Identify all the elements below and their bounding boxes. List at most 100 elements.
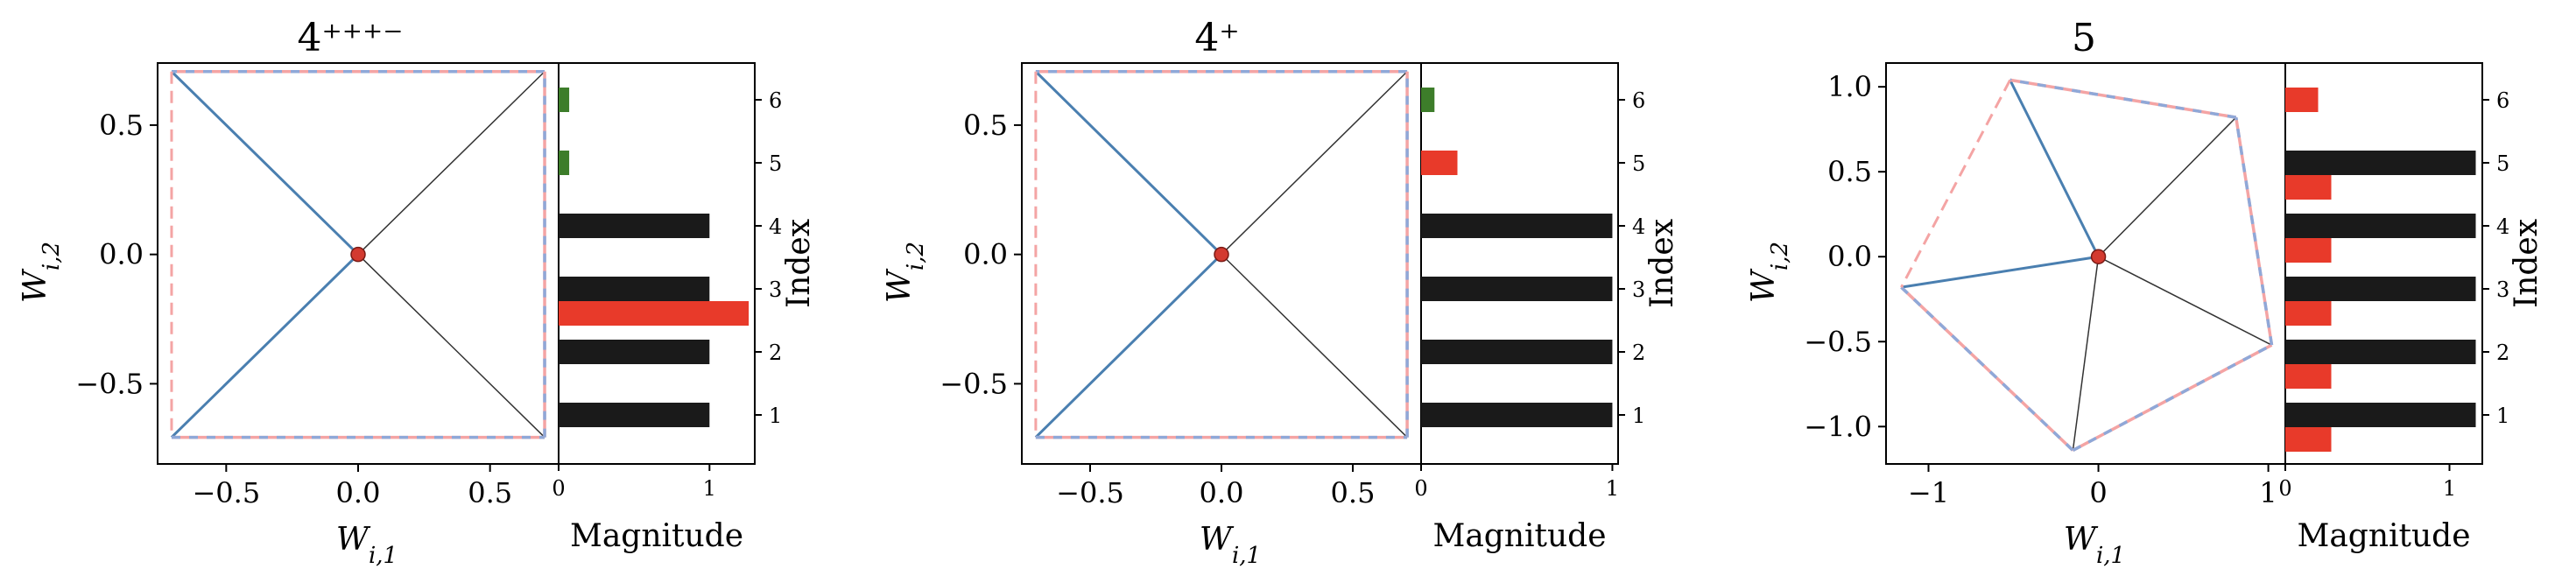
feature-vector bbox=[357, 254, 545, 439]
index-tick-label: 5 bbox=[1632, 151, 1645, 176]
norm-bar bbox=[559, 403, 710, 427]
x-tick-label: −0.5 bbox=[1056, 476, 1124, 509]
hull-edge-blue bbox=[2072, 343, 2273, 453]
feature-vector bbox=[1221, 71, 1408, 256]
feature-vector bbox=[357, 71, 545, 256]
origin-point bbox=[1214, 246, 1229, 263]
index-tick-label: 4 bbox=[2496, 214, 2509, 239]
y-tick-label: −0.5 bbox=[940, 367, 1008, 400]
index-tick-label: 3 bbox=[2496, 277, 2509, 302]
norm-bar bbox=[1421, 214, 1613, 238]
feature-vector bbox=[1221, 254, 1408, 439]
y-axis-label: Wi,2 bbox=[18, 242, 65, 303]
index-axis-label: Index bbox=[2509, 219, 2544, 308]
y-tick-label: 0.5 bbox=[99, 109, 144, 142]
interference-bar bbox=[2285, 175, 2332, 200]
x-tick-label: −0.5 bbox=[192, 476, 260, 509]
x-tick-label: 0.5 bbox=[468, 476, 512, 509]
norm-bar bbox=[2285, 340, 2476, 364]
polysemanticity-bar bbox=[559, 88, 570, 112]
polysemanticity-bar bbox=[559, 151, 570, 175]
index-tick-label: 2 bbox=[2496, 341, 2509, 365]
feature-vector bbox=[1034, 70, 1223, 256]
norm-bar bbox=[2285, 151, 2476, 175]
norm-bar bbox=[2285, 214, 2476, 238]
index-axis-label: Index bbox=[1644, 219, 1680, 308]
index-tick-label: 3 bbox=[1632, 277, 1645, 302]
magnitude-frame bbox=[2284, 62, 2483, 465]
magnitude-x-tick-label: 0 bbox=[1414, 476, 1427, 501]
feature-vector bbox=[2098, 116, 2237, 257]
norm-bar bbox=[1421, 340, 1613, 364]
index-tick-label: 2 bbox=[1632, 341, 1645, 365]
magnitude-axis-label: Magnitude bbox=[2297, 518, 2470, 554]
x-axis-label: Wi,1 bbox=[2064, 522, 2125, 569]
x-tick-label: 0.5 bbox=[1331, 476, 1376, 509]
index-tick-label: 6 bbox=[1632, 88, 1645, 113]
polysemanticity-bar bbox=[1421, 88, 1435, 112]
y-axis-label: Wi,2 bbox=[1746, 242, 1793, 303]
index-tick-label: 1 bbox=[769, 404, 782, 428]
feature-vector bbox=[170, 70, 360, 256]
index-tick-label: 2 bbox=[769, 341, 782, 365]
y-tick-label: 0.0 bbox=[99, 238, 144, 271]
interference-bar bbox=[2285, 301, 2332, 326]
interference-bar bbox=[2285, 427, 2332, 452]
panel-title: 4⁺⁺⁺⁻ bbox=[298, 16, 404, 60]
magnitude-x-tick-label: 0 bbox=[2278, 476, 2291, 501]
norm-bar bbox=[1421, 277, 1613, 301]
y-tick-label: 0.0 bbox=[963, 238, 1008, 271]
interference-bar bbox=[2285, 238, 2332, 263]
hull-edge-blue bbox=[1900, 285, 2074, 452]
hull-edge-blue bbox=[2009, 78, 2237, 119]
x-tick-label: 1 bbox=[2259, 476, 2277, 509]
norm-bar bbox=[2285, 403, 2476, 427]
norm-bar bbox=[559, 214, 710, 238]
feature-vector bbox=[2072, 256, 2100, 451]
feature-vector bbox=[1034, 253, 1223, 439]
y-tick-label: −0.5 bbox=[75, 367, 144, 400]
feature-vector bbox=[170, 253, 360, 439]
y-tick-label: −1.0 bbox=[1804, 410, 1872, 443]
index-tick-label: 5 bbox=[2496, 151, 2509, 176]
feature-vector bbox=[2098, 256, 2272, 346]
index-tick-label: 5 bbox=[769, 151, 782, 176]
interference-bar bbox=[1421, 151, 1458, 175]
x-tick-label: 0 bbox=[2089, 476, 2107, 509]
index-tick-label: 3 bbox=[769, 277, 782, 302]
x-axis-label: Wi,1 bbox=[336, 522, 398, 569]
magnitude-axis-label: Magnitude bbox=[570, 518, 743, 554]
y-tick-label: 0.5 bbox=[963, 109, 1008, 142]
origin-point bbox=[350, 246, 366, 263]
feature-vector bbox=[2009, 79, 2100, 257]
index-tick-label: 1 bbox=[1632, 404, 1645, 428]
origin-point bbox=[2090, 249, 2107, 264]
feature-vector bbox=[1901, 255, 2099, 289]
magnitude-frame bbox=[558, 62, 756, 465]
panel-title: 4⁺ bbox=[1194, 16, 1239, 60]
interference-bar bbox=[2285, 88, 2319, 112]
magnitude-axis-label: Magnitude bbox=[1432, 518, 1606, 554]
hull-edge-blue bbox=[2234, 116, 2274, 346]
index-tick-label: 6 bbox=[2496, 88, 2509, 113]
y-tick-label: 0.0 bbox=[1827, 240, 1872, 273]
index-tick-label: 4 bbox=[769, 214, 782, 239]
scatter-frame bbox=[1021, 62, 1422, 465]
x-tick-label: 0.0 bbox=[1200, 476, 1244, 509]
y-axis-label: Wi,2 bbox=[882, 242, 929, 303]
magnitude-x-tick-label: 1 bbox=[703, 476, 716, 501]
y-tick-label: −0.5 bbox=[1804, 325, 1872, 358]
x-tick-label: −1 bbox=[1908, 476, 1949, 509]
norm-bar bbox=[559, 277, 710, 301]
panel-title: 5 bbox=[2072, 16, 2096, 60]
index-tick-label: 4 bbox=[1632, 214, 1645, 239]
magnitude-x-tick-label: 1 bbox=[2443, 476, 2456, 501]
y-tick-label: 1.0 bbox=[1827, 70, 1872, 103]
scatter-frame bbox=[1885, 62, 2286, 465]
x-tick-label: 0.0 bbox=[336, 476, 381, 509]
hull-edge-dashed bbox=[1900, 79, 2011, 288]
y-tick-label: 0.5 bbox=[1827, 155, 1872, 188]
scatter-frame bbox=[157, 62, 560, 465]
interference-bar bbox=[559, 301, 750, 326]
